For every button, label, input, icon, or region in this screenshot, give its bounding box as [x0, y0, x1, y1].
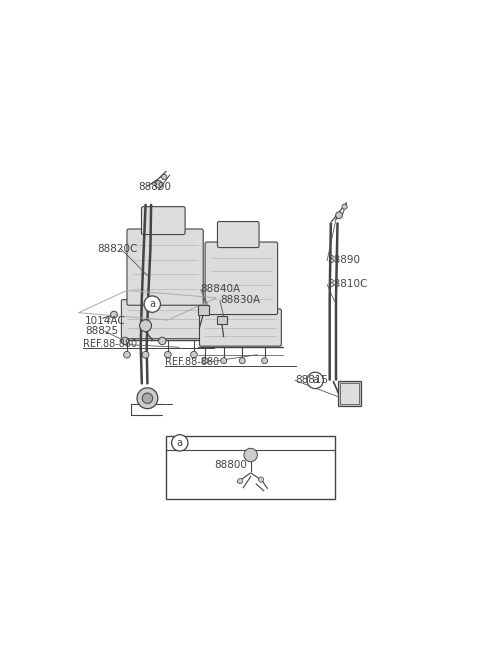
Circle shape	[165, 352, 171, 358]
Circle shape	[144, 296, 160, 312]
Circle shape	[244, 448, 257, 462]
Text: a: a	[177, 438, 183, 448]
Text: 88890: 88890	[138, 182, 171, 192]
FancyBboxPatch shape	[217, 222, 259, 247]
Circle shape	[202, 358, 208, 363]
FancyBboxPatch shape	[205, 242, 277, 314]
Circle shape	[238, 478, 243, 483]
FancyBboxPatch shape	[166, 436, 335, 499]
Circle shape	[342, 204, 347, 209]
Text: REF.88-880: REF.88-880	[83, 339, 137, 349]
Circle shape	[307, 372, 324, 388]
Text: a: a	[149, 299, 155, 309]
Text: 88830A: 88830A	[220, 295, 260, 304]
Circle shape	[336, 212, 342, 218]
Circle shape	[172, 435, 188, 451]
Text: a: a	[312, 375, 318, 385]
Text: 88815: 88815	[295, 375, 328, 385]
Circle shape	[137, 388, 158, 409]
Bar	[217, 316, 227, 324]
FancyBboxPatch shape	[127, 229, 203, 305]
Text: 88800: 88800	[215, 461, 247, 470]
Circle shape	[121, 337, 129, 344]
Circle shape	[240, 358, 245, 363]
Text: 88810C: 88810C	[327, 279, 368, 289]
Circle shape	[142, 352, 149, 358]
Circle shape	[221, 358, 227, 363]
Circle shape	[258, 477, 264, 482]
FancyBboxPatch shape	[142, 207, 185, 235]
Circle shape	[191, 352, 197, 358]
Circle shape	[140, 319, 152, 332]
Circle shape	[124, 352, 130, 358]
Text: 88825: 88825	[85, 326, 119, 337]
Circle shape	[155, 180, 162, 188]
Text: REF.88-880: REF.88-880	[165, 357, 219, 367]
Circle shape	[142, 393, 153, 403]
FancyBboxPatch shape	[121, 300, 207, 338]
Bar	[338, 382, 360, 405]
FancyBboxPatch shape	[200, 309, 281, 346]
Circle shape	[158, 337, 166, 344]
Text: 88820C: 88820C	[97, 243, 138, 254]
Circle shape	[262, 358, 267, 363]
Bar	[198, 305, 209, 314]
Text: 88840A: 88840A	[201, 283, 241, 293]
Circle shape	[162, 174, 167, 180]
Text: 1014AC: 1014AC	[85, 316, 126, 326]
Circle shape	[110, 311, 117, 318]
Bar	[340, 383, 359, 404]
Text: 88890: 88890	[327, 255, 360, 265]
